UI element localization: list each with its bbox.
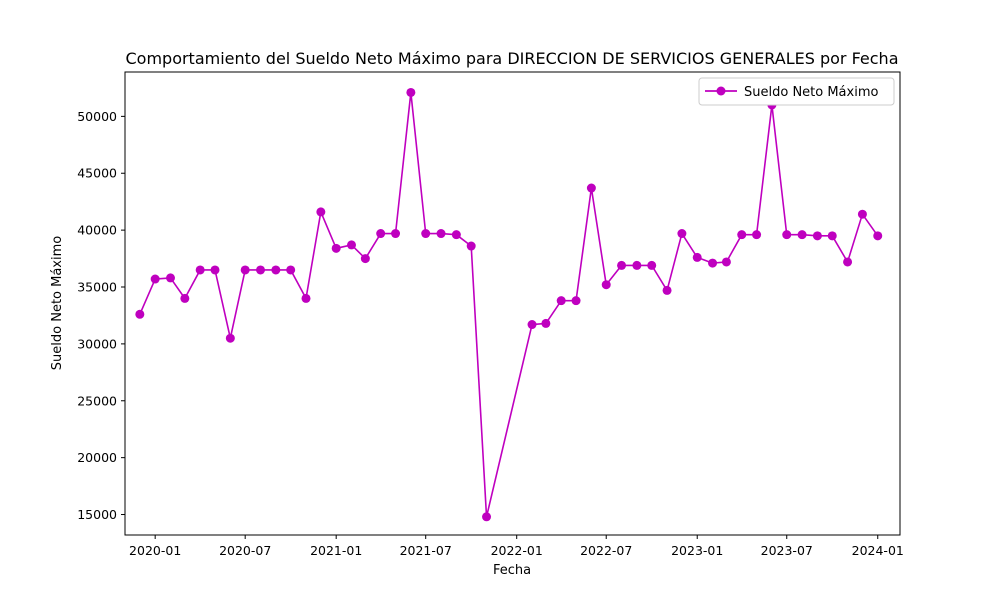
data-point	[662, 285, 672, 295]
legend-label: Sueldo Neto Máximo	[744, 85, 878, 100]
y-tick-label: 30000	[77, 336, 117, 351]
data-point	[451, 230, 461, 240]
data-point	[632, 260, 642, 270]
data-point	[843, 257, 853, 267]
data-point	[527, 320, 537, 330]
data-point	[617, 260, 627, 270]
data-point	[721, 257, 731, 267]
data-point	[692, 252, 702, 262]
data-point	[586, 183, 596, 193]
data-point	[166, 273, 176, 283]
data-point	[271, 265, 281, 275]
x-tick-label: 2023-01	[671, 543, 723, 558]
y-tick-label: 50000	[77, 109, 117, 124]
x-axis: 2020-01 2020-07 2021-01 2021-07 2022-01 2022-…	[129, 535, 904, 558]
data-point	[391, 229, 401, 239]
data-point	[256, 265, 266, 275]
data-point	[857, 209, 867, 219]
data-point	[601, 280, 611, 290]
y-tick-label: 35000	[77, 280, 117, 295]
plot-frame	[124, 71, 901, 536]
y-axis: 15000 20000 25000 30000 35000 40000 45000 50000	[77, 109, 125, 522]
data-point	[331, 243, 341, 253]
data-point	[737, 230, 747, 240]
x-tick-label: 2020-07	[219, 543, 271, 558]
x-axis-label: Fecha	[493, 563, 531, 578]
data-point	[812, 231, 822, 241]
data-point	[436, 229, 446, 239]
x-tick-label: 2020-01	[129, 543, 181, 558]
data-point	[421, 229, 431, 239]
data-point	[466, 241, 476, 251]
chart-title: Comportamiento del Sueldo Neto Máximo pa…	[125, 49, 898, 68]
data-point	[180, 293, 190, 303]
data-point	[286, 265, 296, 275]
y-tick-label: 20000	[77, 450, 117, 465]
data-point	[482, 512, 492, 522]
data-point	[347, 240, 357, 250]
data-point	[677, 229, 687, 239]
data-point	[556, 296, 566, 306]
series-line	[139, 91, 879, 518]
data-point	[376, 229, 386, 239]
data-point	[647, 260, 657, 270]
data-point	[240, 265, 250, 275]
data-point	[210, 265, 220, 275]
data-point	[225, 333, 235, 343]
data-point	[571, 296, 581, 306]
data-point	[135, 309, 145, 319]
data-point	[195, 265, 205, 275]
y-axis-label: Sueldo Neto Máximo	[50, 236, 65, 370]
data-point	[797, 230, 807, 240]
data-point	[301, 293, 311, 303]
y-tick-label: 15000	[77, 507, 117, 522]
x-tick-label: 2022-01	[491, 543, 543, 558]
x-tick-label: 2022-07	[580, 543, 632, 558]
y-tick-label: 40000	[77, 223, 117, 238]
data-point	[406, 87, 416, 97]
data-point	[873, 231, 883, 241]
data-point	[360, 254, 370, 264]
series-group	[135, 87, 883, 522]
data-point	[752, 230, 762, 240]
legend-marker	[716, 86, 726, 96]
plot-area: 15000 20000 25000 30000 35000 40000 45000 50000…	[77, 71, 904, 558]
x-tick-label: 2023-07	[761, 543, 813, 558]
legend-box	[698, 77, 895, 106]
x-tick-label: 2021-07	[400, 543, 452, 558]
data-point	[827, 231, 837, 241]
data-point	[782, 230, 792, 240]
data-point	[316, 207, 326, 217]
data-point	[708, 258, 718, 268]
y-tick-label: 25000	[77, 393, 117, 408]
y-tick-label: 45000	[77, 166, 117, 181]
data-point	[541, 318, 551, 328]
x-tick-label: 2024-01	[852, 543, 904, 558]
legend: Sueldo Neto Máximo	[698, 77, 895, 106]
x-tick-label: 2021-01	[310, 543, 362, 558]
data-point	[150, 274, 160, 284]
